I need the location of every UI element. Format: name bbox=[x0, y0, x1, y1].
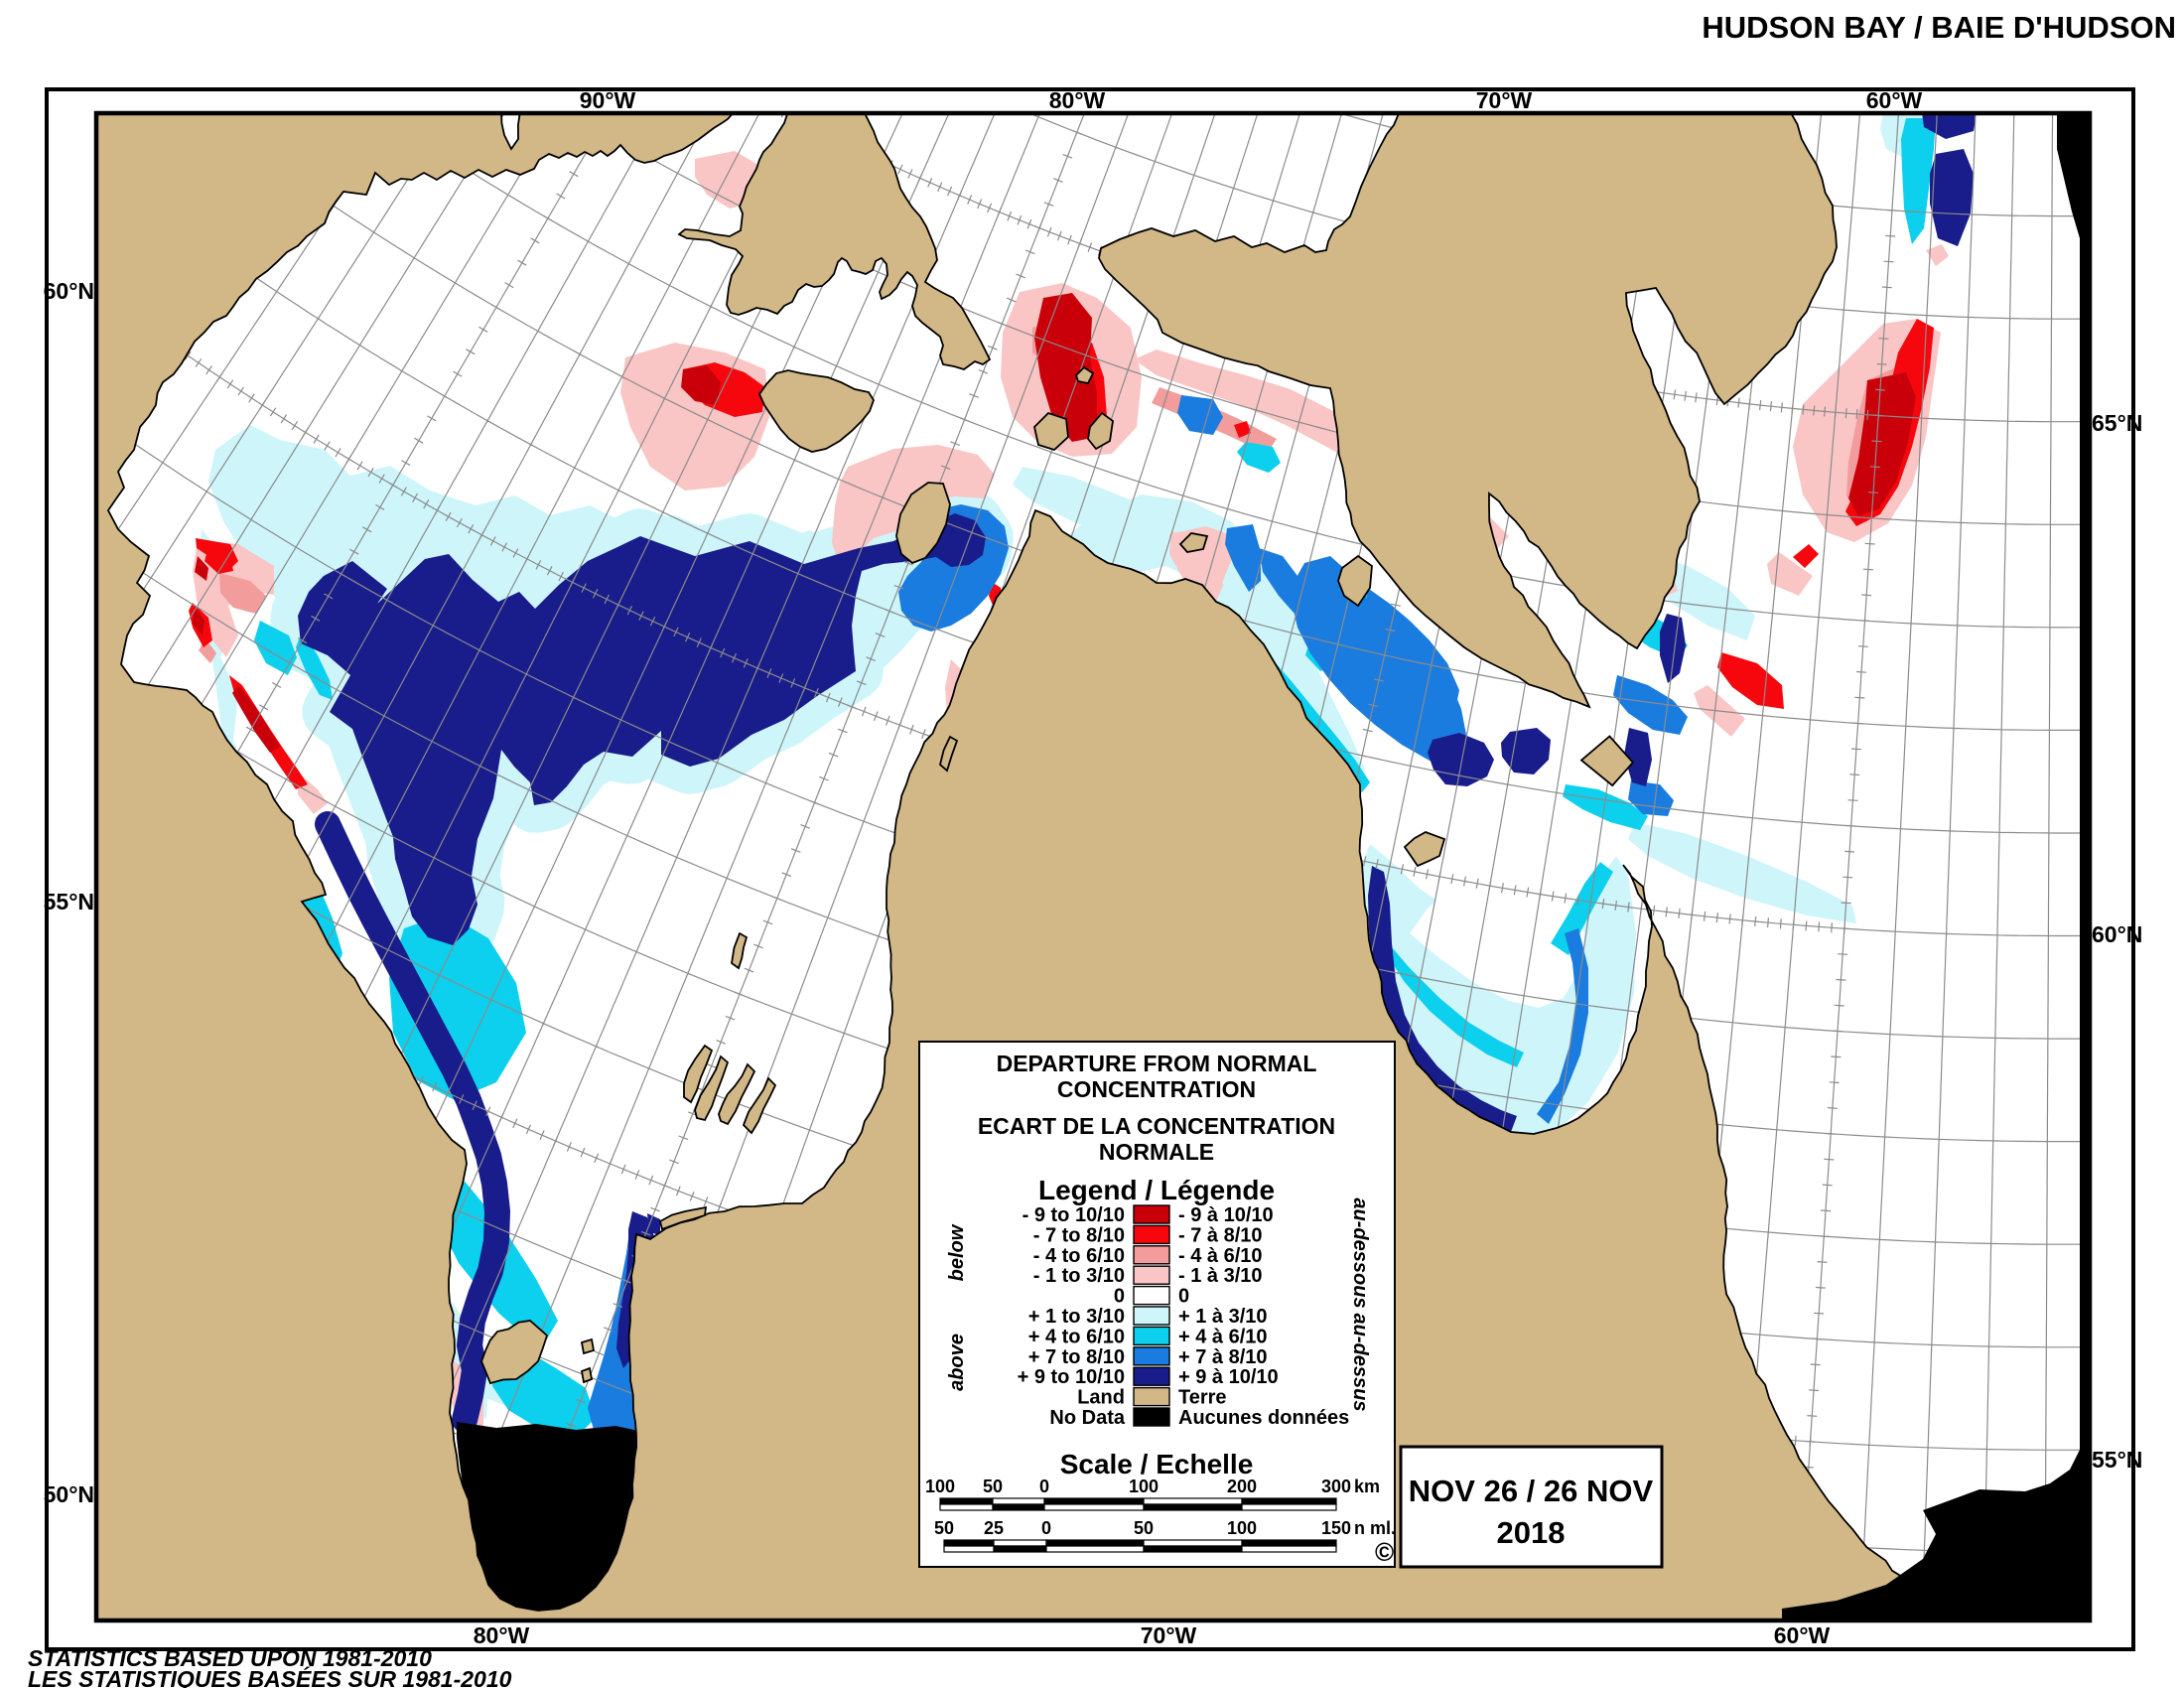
svg-text:+ 4 à 6/10: + 4 à 6/10 bbox=[1178, 1326, 1268, 1347]
svg-text:+ 1 to 3/10: + 1 to 3/10 bbox=[1028, 1306, 1125, 1328]
svg-text:100: 100 bbox=[1227, 1518, 1257, 1538]
svg-text:au-dessus: au-dessus bbox=[1349, 1314, 1371, 1412]
svg-text:0: 0 bbox=[1178, 1286, 1189, 1308]
svg-text:- 1 à 3/10: - 1 à 3/10 bbox=[1178, 1265, 1263, 1287]
svg-text:NORMALE: NORMALE bbox=[1099, 1139, 1214, 1165]
svg-text:50°N: 50°N bbox=[44, 1481, 94, 1507]
svg-text:Aucunes données: Aucunes données bbox=[1178, 1407, 1349, 1429]
svg-text:+ 7 à 8/10: + 7 à 8/10 bbox=[1178, 1346, 1268, 1368]
svg-text:0: 0 bbox=[1114, 1286, 1125, 1308]
svg-text:LES STATISTIQUES BASÉES SUR 19: LES STATISTIQUES BASÉES SUR 1981-2010 bbox=[28, 1665, 512, 1688]
svg-text:55°N: 55°N bbox=[44, 889, 94, 914]
svg-text:300: 300 bbox=[1321, 1477, 1351, 1496]
svg-text:HUDSON BAY / BAIE D'HUDSON: HUDSON BAY / BAIE D'HUDSON bbox=[1702, 10, 2176, 45]
svg-text:60°W: 60°W bbox=[1774, 1622, 1831, 1648]
svg-text:60°W: 60°W bbox=[1866, 87, 1923, 113]
svg-text:- 9 to 10/10: - 9 to 10/10 bbox=[1023, 1204, 1125, 1226]
svg-text:70°W: 70°W bbox=[1141, 1622, 1197, 1648]
svg-text:+ 9 à 10/10: + 9 à 10/10 bbox=[1178, 1366, 1279, 1388]
svg-text:+ 4 to 6/10: + 4 to 6/10 bbox=[1028, 1326, 1125, 1347]
svg-text:ECART DE LA CONCENTRATION: ECART DE LA CONCENTRATION bbox=[978, 1113, 1335, 1139]
svg-text:80°W: 80°W bbox=[474, 1622, 530, 1648]
svg-text:above: above bbox=[946, 1334, 968, 1391]
svg-text:150: 150 bbox=[1321, 1518, 1351, 1538]
svg-text:60°N: 60°N bbox=[44, 278, 94, 304]
svg-text:50: 50 bbox=[1134, 1518, 1154, 1538]
svg-text:- 1 to 3/10: - 1 to 3/10 bbox=[1033, 1265, 1125, 1287]
svg-text:- 4 to 6/10: - 4 to 6/10 bbox=[1033, 1245, 1125, 1267]
svg-text:No Data: No Data bbox=[1049, 1407, 1125, 1429]
svg-text:70°W: 70°W bbox=[1476, 87, 1533, 113]
svg-text:2018: 2018 bbox=[1497, 1515, 1566, 1550]
svg-text:- 4 à 6/10: - 4 à 6/10 bbox=[1178, 1245, 1263, 1267]
svg-text:0: 0 bbox=[1039, 1477, 1049, 1496]
svg-text:n ml.: n ml. bbox=[1354, 1518, 1396, 1538]
svg-text:100: 100 bbox=[1129, 1477, 1159, 1496]
svg-text:65°N: 65°N bbox=[2092, 410, 2142, 436]
svg-text:Legend / Légende: Legend / Légende bbox=[1038, 1175, 1275, 1205]
svg-text:au-dessous: au-dessous bbox=[1349, 1197, 1371, 1308]
svg-text:90°W: 90°W bbox=[580, 87, 636, 113]
svg-text:Scale / Echelle: Scale / Echelle bbox=[1060, 1449, 1254, 1479]
svg-text:60°N: 60°N bbox=[2092, 921, 2142, 947]
svg-text:+ 1 à 3/10: + 1 à 3/10 bbox=[1178, 1306, 1268, 1328]
svg-text:200: 200 bbox=[1227, 1477, 1257, 1496]
svg-text:0: 0 bbox=[1041, 1518, 1051, 1538]
svg-text:STATISTICS BASED UPON 1981-201: STATISTICS BASED UPON 1981-2010 bbox=[28, 1645, 432, 1671]
svg-text:80°W: 80°W bbox=[1049, 87, 1106, 113]
svg-text:50: 50 bbox=[934, 1518, 954, 1538]
svg-text:50: 50 bbox=[983, 1477, 1003, 1496]
svg-text:- 7 to 8/10: - 7 to 8/10 bbox=[1033, 1224, 1125, 1246]
svg-text:Terre: Terre bbox=[1178, 1387, 1227, 1409]
svg-text:©: © bbox=[1375, 1537, 1394, 1567]
svg-text:Land: Land bbox=[1077, 1387, 1125, 1409]
svg-text:DEPARTURE FROM NORMAL: DEPARTURE FROM NORMAL bbox=[997, 1051, 1317, 1076]
svg-text:+ 7 to 8/10: + 7 to 8/10 bbox=[1028, 1346, 1125, 1368]
svg-text:- 9 à 10/10: - 9 à 10/10 bbox=[1178, 1204, 1274, 1226]
svg-text:25: 25 bbox=[984, 1518, 1004, 1538]
svg-text:km: km bbox=[1354, 1477, 1380, 1496]
svg-text:NOV 26 / 26 NOV: NOV 26 / 26 NOV bbox=[1409, 1474, 1654, 1508]
svg-text:- 7 à 8/10: - 7 à 8/10 bbox=[1178, 1224, 1263, 1246]
svg-text:below: below bbox=[946, 1223, 968, 1281]
svg-text:100: 100 bbox=[925, 1477, 955, 1496]
svg-text:55°N: 55°N bbox=[2092, 1447, 2142, 1473]
svg-text:CONCENTRATION: CONCENTRATION bbox=[1057, 1076, 1256, 1102]
svg-text:+ 9 to 10/10: + 9 to 10/10 bbox=[1018, 1366, 1125, 1388]
